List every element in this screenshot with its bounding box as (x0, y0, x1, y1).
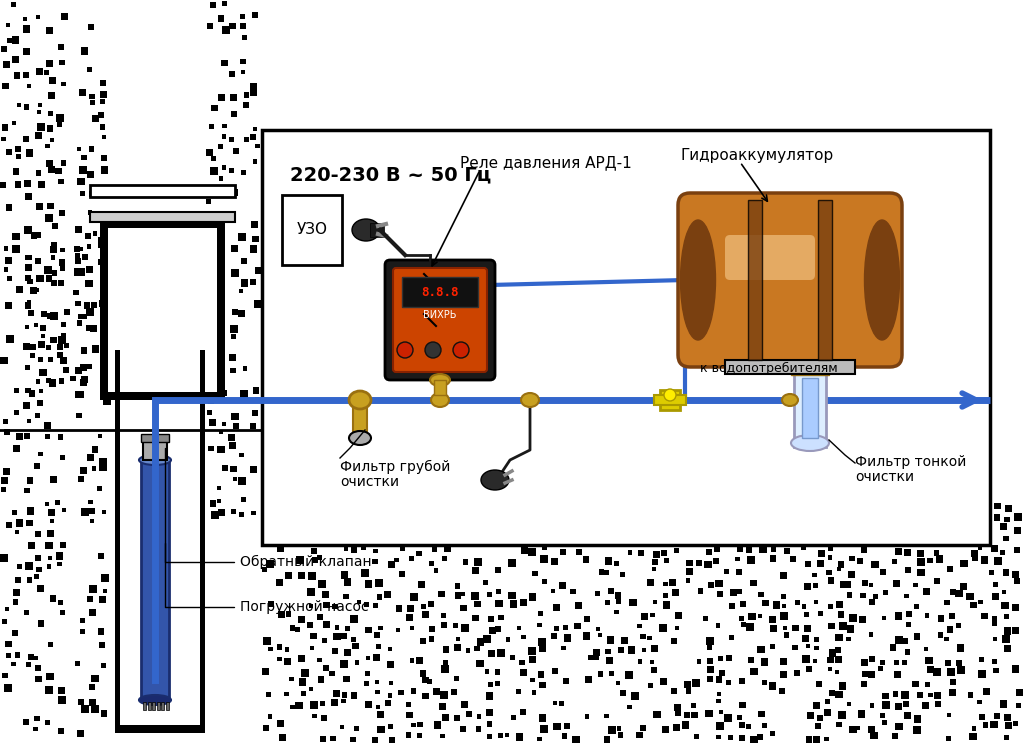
Bar (90, 185, 234, 197)
Bar (748, 200, 762, 360)
Bar (262, 130, 990, 545)
Bar (161, 702, 164, 710)
Bar (100, 220, 108, 400)
Text: к водопотребителям: к водопотребителям (700, 362, 838, 375)
Text: Фильтр грубой: Фильтр грубой (340, 460, 451, 474)
Bar (141, 460, 169, 700)
Bar (100, 220, 225, 400)
Bar (402, 277, 478, 307)
Bar (654, 395, 686, 405)
Bar (200, 350, 205, 730)
Bar (115, 0, 205, 730)
Text: 8.8.8: 8.8.8 (421, 285, 459, 299)
Bar (100, 220, 225, 228)
Text: ВИХРЬ: ВИХРЬ (423, 310, 457, 320)
Ellipse shape (864, 220, 899, 340)
Bar (791, 355, 829, 375)
Bar (660, 390, 680, 410)
Bar (115, 725, 205, 733)
Text: очистки: очистки (855, 470, 914, 484)
Text: Гидроаккумулятор: Гидроаккумулятор (680, 148, 834, 163)
Bar (141, 434, 169, 442)
FancyBboxPatch shape (725, 235, 815, 280)
Bar (794, 372, 826, 447)
Circle shape (425, 342, 441, 358)
Text: УЗО: УЗО (297, 222, 328, 238)
Text: очистки: очистки (340, 475, 399, 489)
Text: Фильтр тонкой: Фильтр тонкой (855, 455, 967, 469)
Bar (353, 400, 367, 435)
Ellipse shape (139, 455, 171, 465)
Bar (818, 200, 831, 360)
Text: 220-230 В ~ 50 Гц: 220-230 В ~ 50 Гц (290, 165, 492, 184)
Ellipse shape (521, 393, 539, 407)
Ellipse shape (349, 431, 371, 445)
FancyBboxPatch shape (385, 260, 495, 380)
Bar (147, 702, 151, 710)
Bar (370, 223, 384, 237)
Bar (725, 360, 855, 374)
Bar (157, 702, 160, 710)
Bar (217, 220, 225, 400)
Ellipse shape (139, 695, 171, 705)
Bar (282, 195, 342, 265)
FancyBboxPatch shape (678, 193, 902, 367)
Text: Погружной насос: Погружной насос (165, 543, 369, 614)
Bar (166, 702, 169, 710)
Ellipse shape (431, 393, 449, 407)
Ellipse shape (481, 470, 509, 490)
Bar (434, 380, 446, 395)
Ellipse shape (681, 220, 716, 340)
Text: Обратный клапан: Обратный клапан (165, 448, 372, 569)
Text: Реле давления АРД-1: Реле давления АРД-1 (460, 155, 632, 170)
Bar (143, 440, 167, 460)
Bar (90, 212, 234, 222)
Bar (143, 702, 146, 710)
Ellipse shape (791, 435, 829, 451)
Bar (802, 378, 818, 438)
FancyBboxPatch shape (393, 268, 487, 372)
Ellipse shape (349, 391, 371, 409)
Ellipse shape (352, 219, 380, 241)
Bar (115, 350, 120, 730)
Bar (152, 702, 155, 710)
Circle shape (397, 342, 413, 358)
Circle shape (664, 389, 676, 401)
Ellipse shape (430, 374, 450, 386)
Ellipse shape (782, 394, 798, 406)
Ellipse shape (787, 343, 833, 357)
Circle shape (453, 342, 469, 358)
Bar (100, 392, 225, 400)
